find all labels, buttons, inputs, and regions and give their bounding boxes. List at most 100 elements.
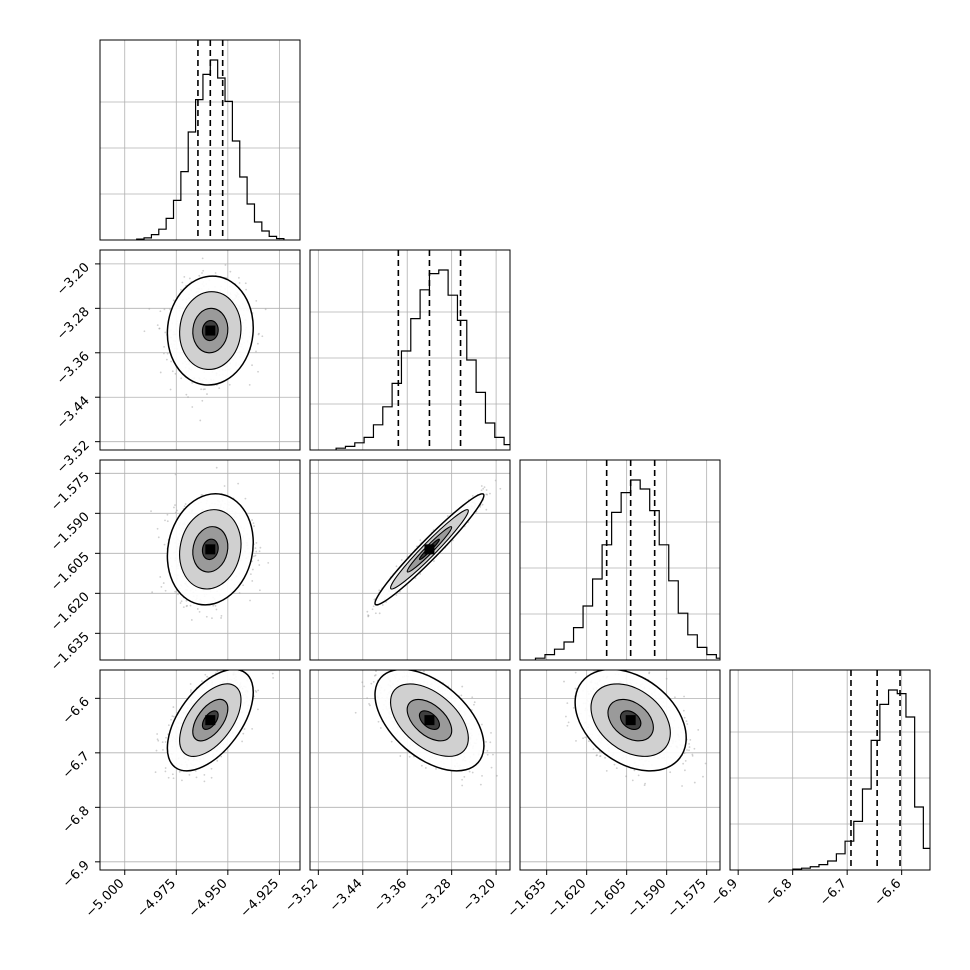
y-tick-label: −3.36 [54,349,93,388]
sample-point [210,776,213,779]
sample-point [366,610,369,613]
sample-point [471,494,474,497]
sample-point [180,377,183,380]
sample-point [248,383,251,386]
sample-point [182,606,185,609]
sample-point [242,662,244,664]
sample-point [206,393,208,395]
sample-point [179,602,182,604]
sample-point [373,598,376,601]
sample-point [254,547,257,550]
sample-point [143,330,146,333]
sample-point [171,370,174,373]
sample-point [211,617,213,620]
y-tick-label: −1.590 [48,510,93,555]
sample-point [162,582,165,584]
sample-point [485,508,488,511]
sample-point [494,479,497,482]
sample-point [183,275,186,278]
sample-point [157,739,160,742]
sample-point [185,605,188,608]
y-tick-label: −1.605 [48,550,93,595]
sample-point [163,543,166,546]
sample-point [187,396,189,398]
density-peak [424,544,435,555]
sample-point [255,550,258,553]
sample-point [378,612,381,615]
sample-point [220,617,222,619]
sample-point [381,604,384,606]
sample-point [174,473,177,476]
sample-point [162,748,164,751]
sample-point [163,345,165,348]
sample-point [204,673,207,676]
sample-point [214,272,217,274]
density-peak [205,325,216,336]
sample-point [164,331,167,334]
sample-point [251,364,253,367]
sample-point [242,732,245,735]
sample-point [148,307,151,310]
sample-point [259,589,261,592]
sample-point [174,511,177,514]
sample-point [242,584,245,587]
sample-point [170,360,172,363]
sample-point [255,299,258,302]
sample-point [255,350,257,353]
panel-3-0: −5.000 −4.975 −4.950 −4.925−6.9−6.8−6.7−6.6 [60,662,301,921]
sample-point [174,372,177,375]
sample-point [415,545,418,548]
sample-point [174,504,176,506]
sample-point [158,327,161,330]
sample-point [483,486,486,489]
sample-point [372,605,375,608]
sample-point [150,510,152,513]
sample-point [367,614,370,617]
sample-point [419,539,422,542]
sample-point [224,264,227,266]
sample-point [395,594,398,596]
sample-point [371,608,374,611]
sample-point [485,493,488,496]
sample-point [176,509,178,512]
sample-point [419,573,422,575]
sample-point [183,505,186,508]
sample-point [251,519,253,521]
panel-content [335,250,510,450]
sample-point [196,608,199,610]
sample-point [156,324,159,327]
sample-point [214,605,217,607]
sample-point [151,591,154,594]
sample-point [163,352,165,355]
sample-point [202,388,205,391]
sample-point [156,738,159,741]
sample-point [244,497,247,500]
sample-point [173,506,175,509]
panel-content [143,257,267,422]
sample-point [257,559,260,562]
sample-point [177,593,179,596]
sample-point [267,561,270,564]
sample-point [166,352,169,355]
sample-point [198,610,201,613]
sample-point [164,741,167,743]
sample-point [159,371,162,374]
panel-frame [519,459,721,661]
sample-point [400,559,403,561]
sample-point [249,573,252,576]
sample-point [200,388,203,391]
sample-point [241,740,244,743]
sample-point [189,604,192,607]
sample-point [191,381,194,384]
sample-point [167,776,170,779]
sample-point [203,780,206,783]
sample-point [258,550,261,553]
panel-content [534,460,720,660]
sample-point [220,615,223,617]
sample-point [157,536,160,539]
panel-1-1 [309,249,511,451]
panel-frame [99,249,301,451]
sample-point [166,520,169,523]
sample-point [160,585,163,588]
y-tick-label: −3.52 [54,438,93,477]
